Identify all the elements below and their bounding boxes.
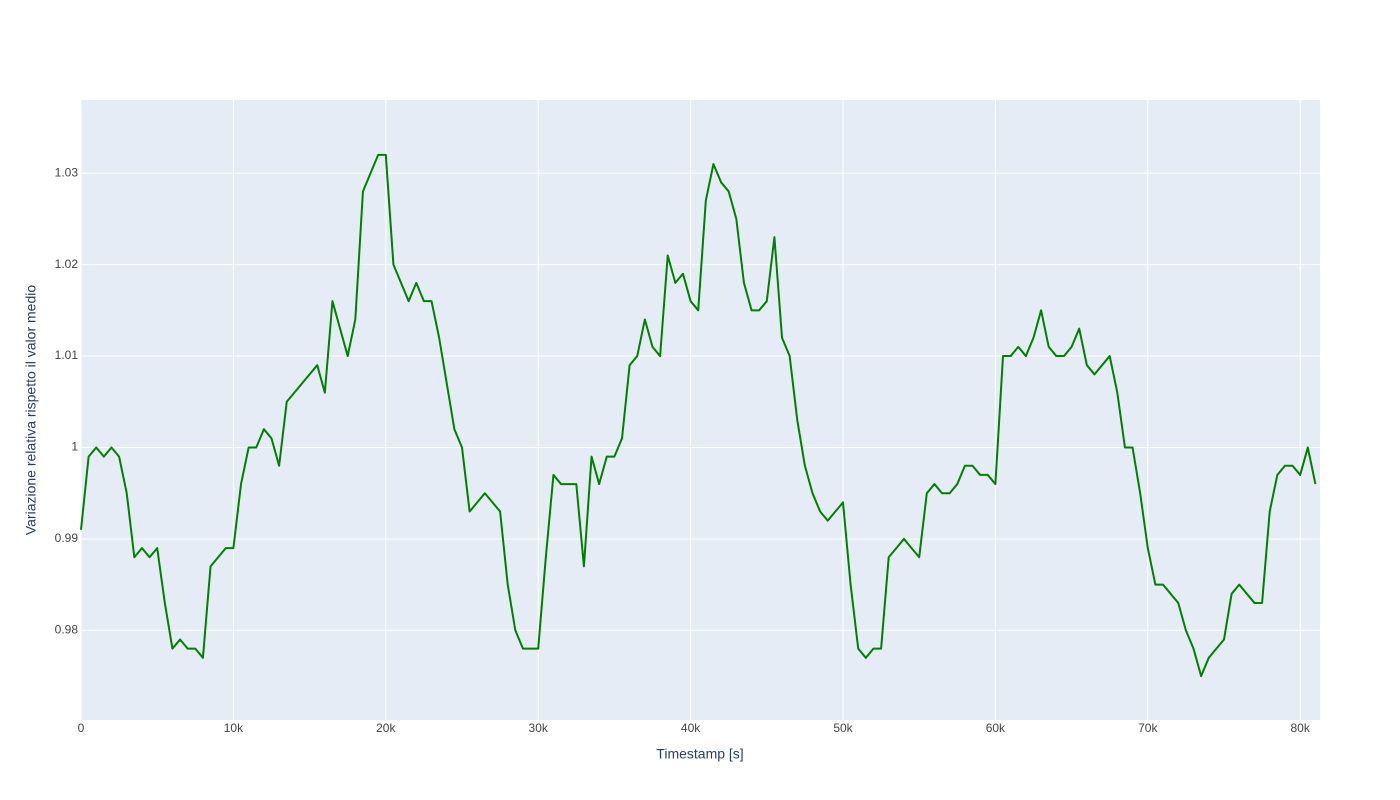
y-tick-label: 0.99 xyxy=(55,531,79,545)
line-series xyxy=(80,153,1317,678)
x-tick-label: 20k xyxy=(376,721,396,735)
x-tick-label: 70k xyxy=(1138,721,1158,735)
y-tick-label: 1.03 xyxy=(55,165,79,179)
x-tick-label: 50k xyxy=(833,721,853,735)
x-tick-label: 40k xyxy=(681,721,701,735)
x-tick-label: 10k xyxy=(224,721,244,735)
x-axis-title: Timestamp [s] xyxy=(656,746,743,762)
y-axis-title: Variazione relativa rispetto il valor me… xyxy=(23,285,39,536)
y-tick-label: 1 xyxy=(71,440,78,454)
plot-area xyxy=(81,100,1320,720)
y-tick-label: 1.01 xyxy=(55,348,79,362)
y-tick-label: 0.98 xyxy=(55,623,79,637)
x-tick-label: 80k xyxy=(1291,721,1311,735)
x-tick-label: 60k xyxy=(986,721,1006,735)
x-tick-label: 30k xyxy=(529,721,549,735)
y-tick-label: 1.02 xyxy=(55,257,79,271)
x-tick-label: 0 xyxy=(78,721,85,735)
